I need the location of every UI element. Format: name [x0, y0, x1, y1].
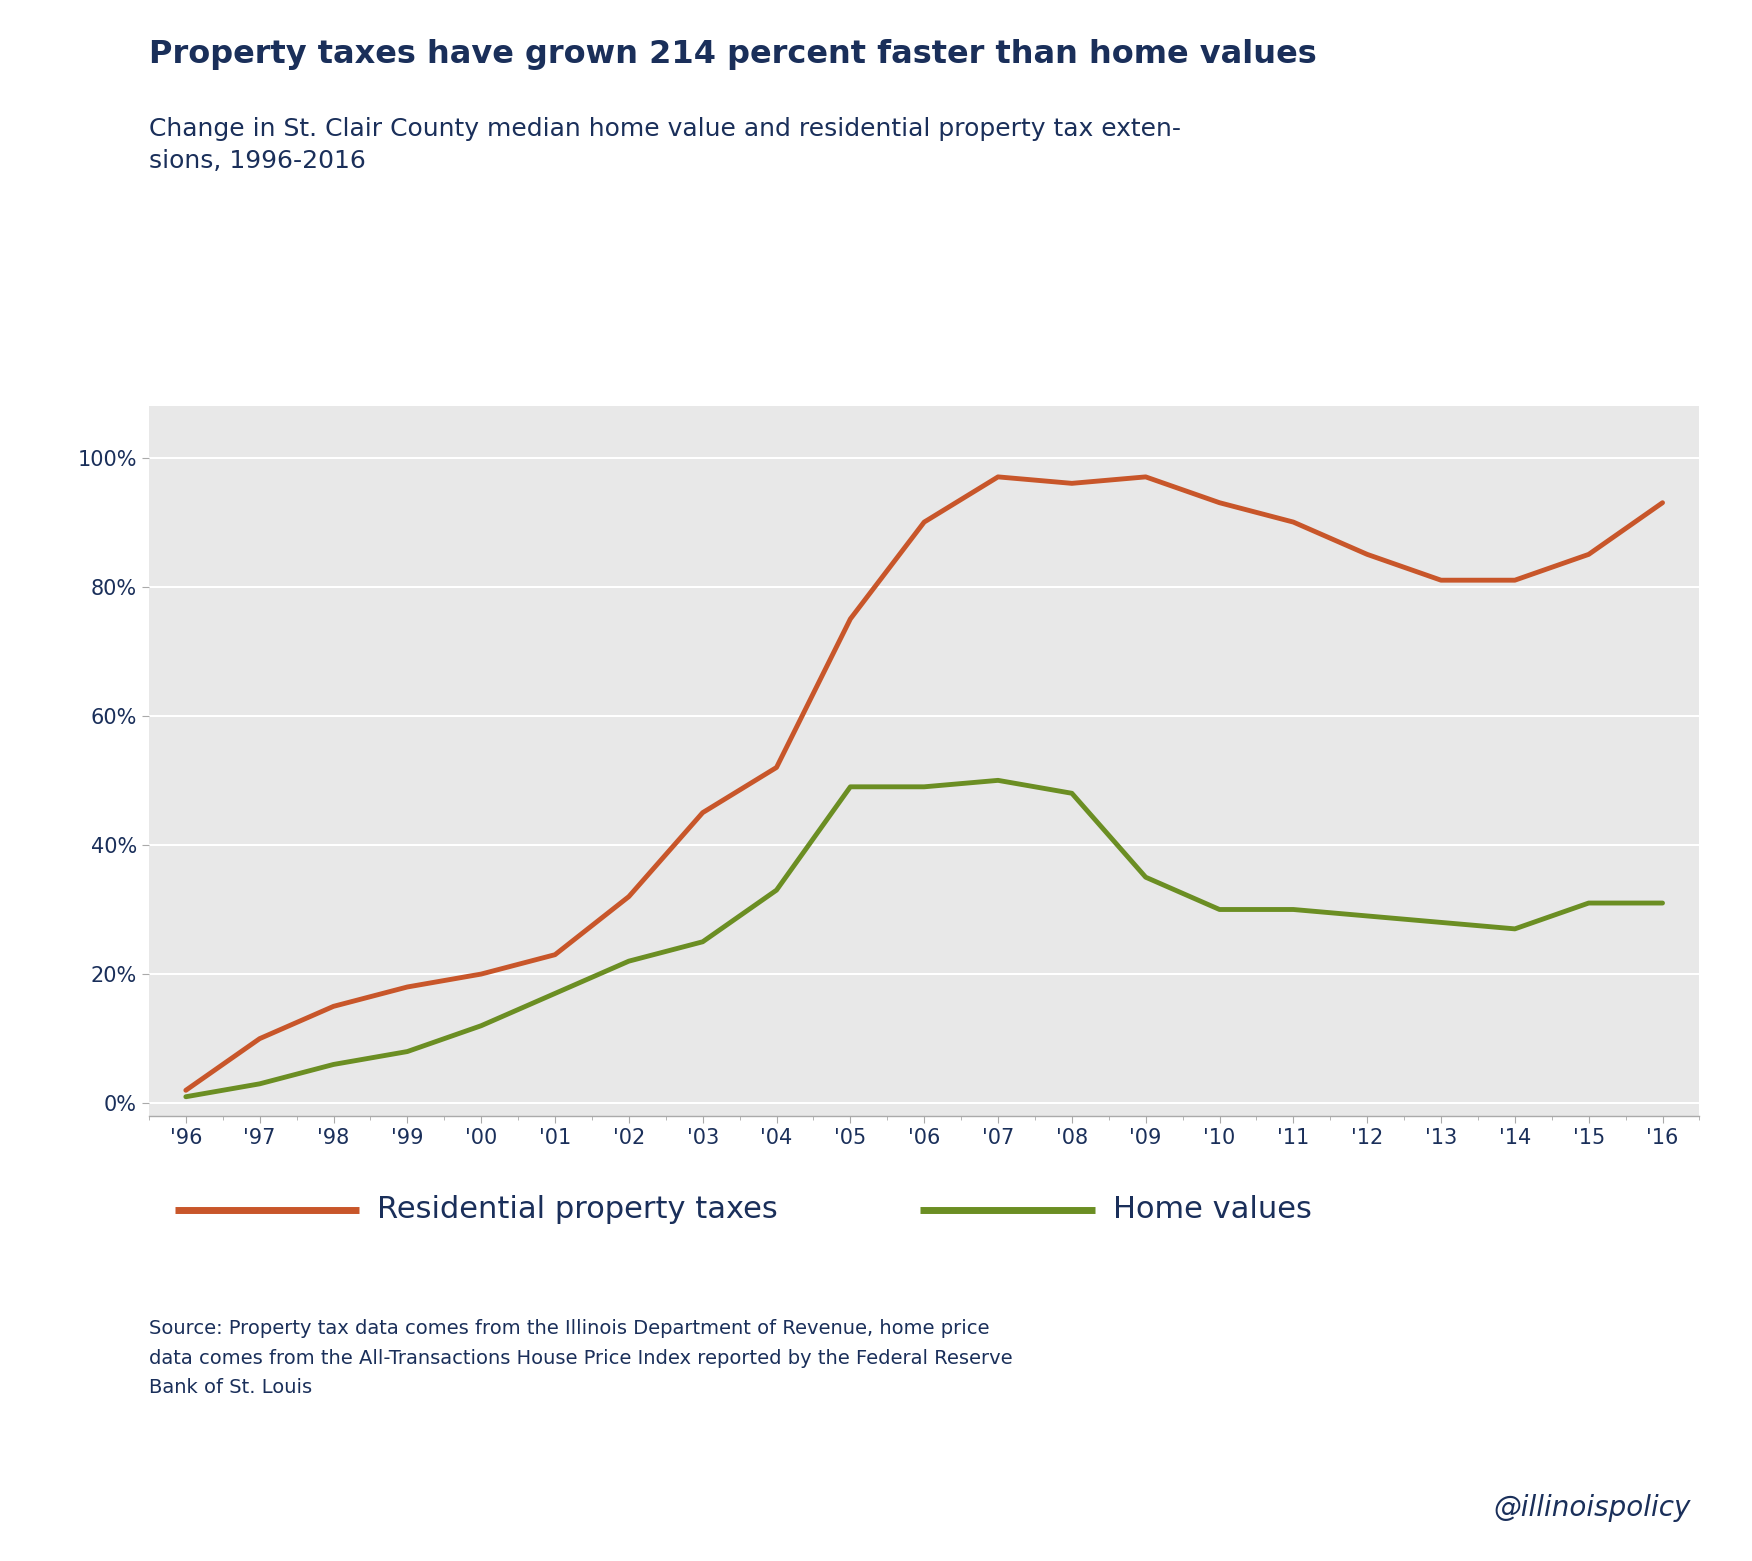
Text: Home values: Home values	[1113, 1196, 1312, 1224]
Text: Residential property taxes: Residential property taxes	[377, 1196, 778, 1224]
Text: Change in St. Clair County median home value and residential property tax exten-: Change in St. Clair County median home v…	[149, 117, 1181, 173]
Text: @illinoispolicy: @illinoispolicy	[1493, 1494, 1691, 1522]
Text: Source: Property tax data comes from the Illinois Department of Revenue, home pr: Source: Property tax data comes from the…	[149, 1319, 1013, 1397]
Text: Property taxes have grown 214 percent faster than home values: Property taxes have grown 214 percent fa…	[149, 39, 1318, 70]
